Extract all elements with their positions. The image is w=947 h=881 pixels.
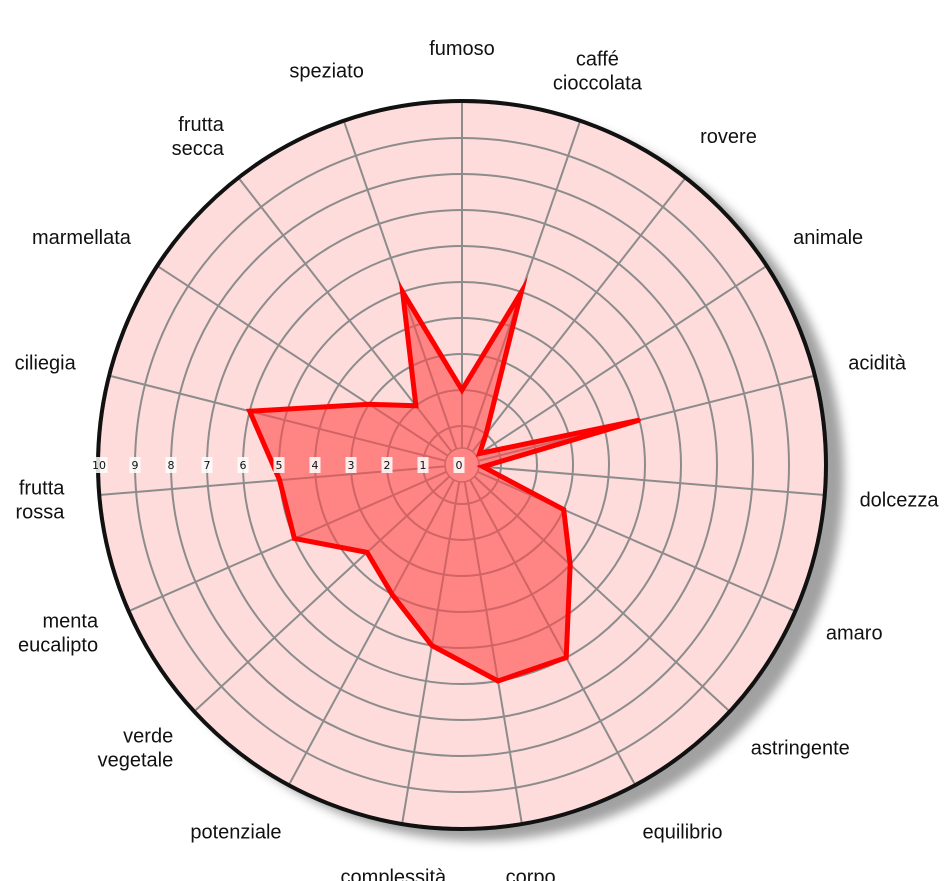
tick-label-text: 9	[132, 459, 139, 472]
grid-spoke	[478, 465, 825, 497]
axis-label-fumoso: fumoso	[429, 38, 495, 60]
tick-label-text: 7	[204, 459, 211, 472]
tick-label-6: 6	[237, 457, 249, 473]
tick-label-bg	[273, 457, 285, 473]
series-point-equilibrio	[564, 656, 568, 660]
series-point-verde-vegetale	[365, 550, 369, 554]
tick-label-bg	[165, 457, 177, 473]
axis-label-astringente: astringente	[751, 737, 850, 759]
series-point-frutta-rossa	[278, 478, 282, 482]
series-point-caffé-cioccolata	[519, 290, 523, 294]
axis-label-potenziale: potenziale	[190, 822, 281, 844]
axis-label-animale: animale	[793, 227, 863, 249]
series-point-frutta-secca	[414, 404, 418, 408]
series-point-amaro	[562, 508, 566, 512]
axis-label-complessità: complessità	[341, 866, 447, 881]
tick-label-text: 10	[92, 459, 106, 472]
tick-label-2: 2	[381, 457, 393, 473]
grid-spoke	[471, 177, 687, 453]
tick-labels: 0 1 2 3 4 5 6 7 8 9 10	[90, 457, 465, 473]
series-point-corpo	[496, 679, 500, 683]
axis-label-equilibrio: equilibrio	[642, 822, 722, 844]
series-point-rovere	[484, 432, 488, 436]
series-point-speziato	[401, 290, 405, 294]
series-area	[245, 276, 641, 684]
tick-label-bg	[129, 457, 141, 473]
tick-label-bg	[345, 457, 357, 473]
tick-label-1: 1	[417, 457, 429, 473]
series-point-animale	[478, 452, 482, 456]
series-point-complessità	[430, 644, 434, 648]
axis-label-rovere: rovere	[700, 126, 757, 148]
axis-label-marmellata: marmellata	[32, 227, 132, 249]
tick-label-text: 5	[276, 459, 283, 472]
grid-spoke	[475, 265, 768, 457]
axis-label-acidità: acidità	[848, 353, 907, 375]
series-point-astringente	[568, 563, 572, 567]
series-point-potenziale	[390, 592, 394, 596]
series-point-menta-eucalipto	[292, 537, 296, 541]
tick-label-10: 10	[90, 457, 108, 473]
axis-label-corpo: corpo	[506, 866, 556, 881]
tick-label-bg	[381, 457, 393, 473]
tick-label-text: 6	[240, 459, 247, 472]
tick-label-3: 3	[345, 457, 357, 473]
axis-label-dolcezza: dolcezza	[860, 489, 940, 511]
axis-labels: fumoso caffé cioccolata rovere animale acidit…	[15, 38, 940, 881]
tick-label-5: 5	[273, 457, 285, 473]
tick-label-text: 2	[384, 459, 391, 472]
tick-label-7: 7	[201, 457, 213, 473]
series-point-dolcezza	[481, 465, 485, 469]
tick-label-bg	[309, 457, 321, 473]
axis-label-menta-eucalipto: menta eucalipto	[18, 611, 99, 657]
axis-label-amaro: amaro	[826, 623, 883, 645]
axis-label-frutta-secca: frutta secca	[172, 114, 225, 160]
tick-label-0: 0	[453, 457, 465, 473]
tick-label-text: 8	[168, 459, 175, 472]
series-point-acidità	[637, 418, 641, 422]
tick-label-bg	[237, 457, 249, 473]
tick-label-text: 0	[456, 459, 463, 472]
series-layer	[245, 276, 641, 684]
axis-label-verde-vegetale: verde vegetale	[98, 725, 174, 771]
series-point-fumoso	[460, 388, 464, 392]
tick-label-8: 8	[165, 457, 177, 473]
tick-label-4: 4	[309, 457, 321, 473]
axis-label-speziato: speziato	[289, 61, 364, 83]
axis-label-ciliegia: ciliegia	[15, 353, 77, 375]
tick-label-text: 4	[312, 459, 319, 472]
tick-label-text: 3	[348, 459, 355, 472]
tick-label-bg	[417, 457, 429, 473]
axis-label-caffé-cioccolata: caffé cioccolata	[553, 49, 643, 95]
series-point-marmellata	[367, 402, 371, 406]
tick-label-bg	[201, 457, 213, 473]
tick-label-bg	[90, 457, 108, 473]
tick-label-bg	[453, 457, 465, 473]
tick-label-text: 1	[420, 459, 427, 472]
series-point-ciliegia	[248, 409, 252, 413]
tick-label-9: 9	[129, 457, 141, 473]
axis-label-frutta-rossa: frutta rossa	[16, 477, 66, 523]
